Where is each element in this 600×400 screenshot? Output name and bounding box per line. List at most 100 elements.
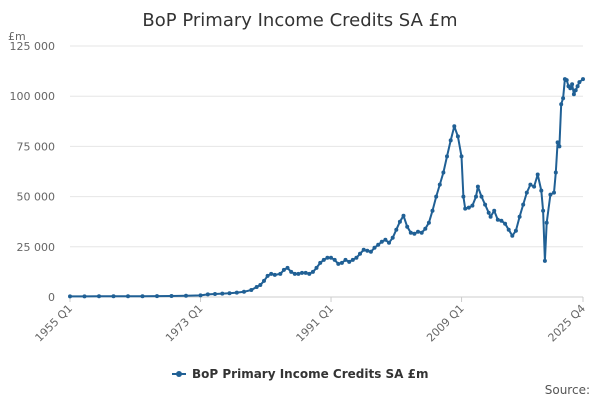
- data-point[interactable]: [455, 134, 460, 139]
- data-point[interactable]: [300, 270, 304, 275]
- data-point[interactable]: [430, 208, 435, 213]
- data-point[interactable]: [292, 271, 297, 276]
- data-point[interactable]: [321, 257, 326, 262]
- data-point[interactable]: [285, 265, 290, 270]
- data-point[interactable]: [479, 194, 484, 199]
- data-point[interactable]: [242, 289, 246, 294]
- data-point[interactable]: [459, 154, 464, 159]
- data-point[interactable]: [486, 210, 491, 215]
- data-point[interactable]: [361, 247, 366, 252]
- data-point[interactable]: [365, 248, 370, 253]
- data-point[interactable]: [532, 184, 537, 189]
- data-point[interactable]: [568, 86, 573, 91]
- data-point[interactable]: [581, 77, 585, 82]
- data-point[interactable]: [383, 237, 388, 242]
- data-point[interactable]: [343, 257, 348, 262]
- data-point[interactable]: [577, 80, 582, 85]
- data-point[interactable]: [278, 271, 283, 276]
- data-point[interactable]: [434, 194, 439, 199]
- data-point[interactable]: [461, 194, 466, 199]
- data-point[interactable]: [390, 235, 395, 240]
- data-point[interactable]: [539, 188, 544, 193]
- data-point[interactable]: [544, 220, 549, 225]
- data-point[interactable]: [310, 269, 315, 274]
- data-point[interactable]: [111, 294, 116, 299]
- data-point[interactable]: [542, 258, 547, 263]
- data-point[interactable]: [339, 260, 344, 265]
- data-point[interactable]: [474, 194, 478, 199]
- data-point[interactable]: [272, 272, 277, 277]
- data-point[interactable]: [347, 259, 352, 264]
- data-point[interactable]: [184, 293, 188, 298]
- data-point[interactable]: [408, 230, 413, 235]
- data-point[interactable]: [303, 270, 308, 275]
- data-point[interactable]: [445, 154, 449, 159]
- data-point[interactable]: [314, 265, 319, 270]
- data-point[interactable]: [97, 294, 101, 299]
- data-point[interactable]: [416, 229, 420, 234]
- data-point[interactable]: [488, 214, 493, 219]
- data-point[interactable]: [258, 283, 263, 287]
- data-point[interactable]: [571, 92, 576, 97]
- data-point[interactable]: [234, 290, 239, 295]
- data-point[interactable]: [426, 220, 431, 225]
- data-point[interactable]: [564, 78, 569, 83]
- data-point[interactable]: [405, 224, 410, 229]
- data-point[interactable]: [318, 260, 323, 265]
- data-point[interactable]: [513, 228, 518, 233]
- legend[interactable]: BoP Primary Income Credits SA £m: [172, 367, 428, 381]
- data-point[interactable]: [376, 242, 381, 247]
- data-point[interactable]: [466, 205, 471, 210]
- data-point[interactable]: [394, 227, 399, 232]
- data-point[interactable]: [528, 182, 533, 187]
- data-point[interactable]: [561, 96, 566, 101]
- data-point[interactable]: [548, 192, 553, 197]
- data-point[interactable]: [559, 102, 564, 107]
- data-point[interactable]: [412, 231, 417, 236]
- data-point[interactable]: [269, 271, 274, 276]
- data-point[interactable]: [535, 172, 540, 177]
- data-point[interactable]: [521, 202, 526, 207]
- data-point[interactable]: [358, 251, 362, 256]
- data-point[interactable]: [249, 288, 254, 292]
- data-point[interactable]: [495, 217, 500, 222]
- data-point[interactable]: [368, 249, 373, 254]
- data-point[interactable]: [387, 240, 391, 245]
- data-point[interactable]: [82, 294, 87, 299]
- data-point[interactable]: [205, 292, 210, 297]
- data-point[interactable]: [329, 255, 333, 260]
- data-point[interactable]: [354, 255, 359, 260]
- data-point[interactable]: [140, 294, 145, 299]
- data-point[interactable]: [573, 88, 578, 93]
- data-point[interactable]: [441, 170, 446, 175]
- data-point[interactable]: [463, 206, 468, 211]
- data-point[interactable]: [336, 261, 341, 266]
- data-point[interactable]: [570, 82, 575, 87]
- data-point[interactable]: [492, 208, 497, 213]
- data-point[interactable]: [553, 170, 558, 175]
- data-point[interactable]: [506, 227, 511, 232]
- data-point[interactable]: [437, 182, 442, 187]
- data-point[interactable]: [213, 292, 217, 296]
- data-point[interactable]: [448, 138, 453, 143]
- data-point[interactable]: [155, 294, 159, 299]
- data-point[interactable]: [220, 291, 225, 296]
- data-point[interactable]: [401, 213, 406, 218]
- data-point[interactable]: [541, 208, 546, 213]
- data-point[interactable]: [475, 184, 480, 189]
- data-point[interactable]: [307, 271, 312, 276]
- data-point[interactable]: [557, 144, 562, 149]
- data-point[interactable]: [296, 271, 301, 276]
- data-point[interactable]: [379, 239, 384, 244]
- data-point[interactable]: [289, 269, 294, 274]
- data-point[interactable]: [68, 294, 72, 299]
- data-point[interactable]: [325, 255, 330, 260]
- data-point[interactable]: [452, 124, 457, 129]
- data-point[interactable]: [575, 84, 580, 89]
- data-point[interactable]: [372, 245, 377, 250]
- data-point[interactable]: [254, 285, 259, 289]
- data-point[interactable]: [281, 267, 286, 272]
- data-point[interactable]: [517, 214, 522, 219]
- data-point[interactable]: [483, 202, 488, 207]
- data-point[interactable]: [419, 230, 424, 235]
